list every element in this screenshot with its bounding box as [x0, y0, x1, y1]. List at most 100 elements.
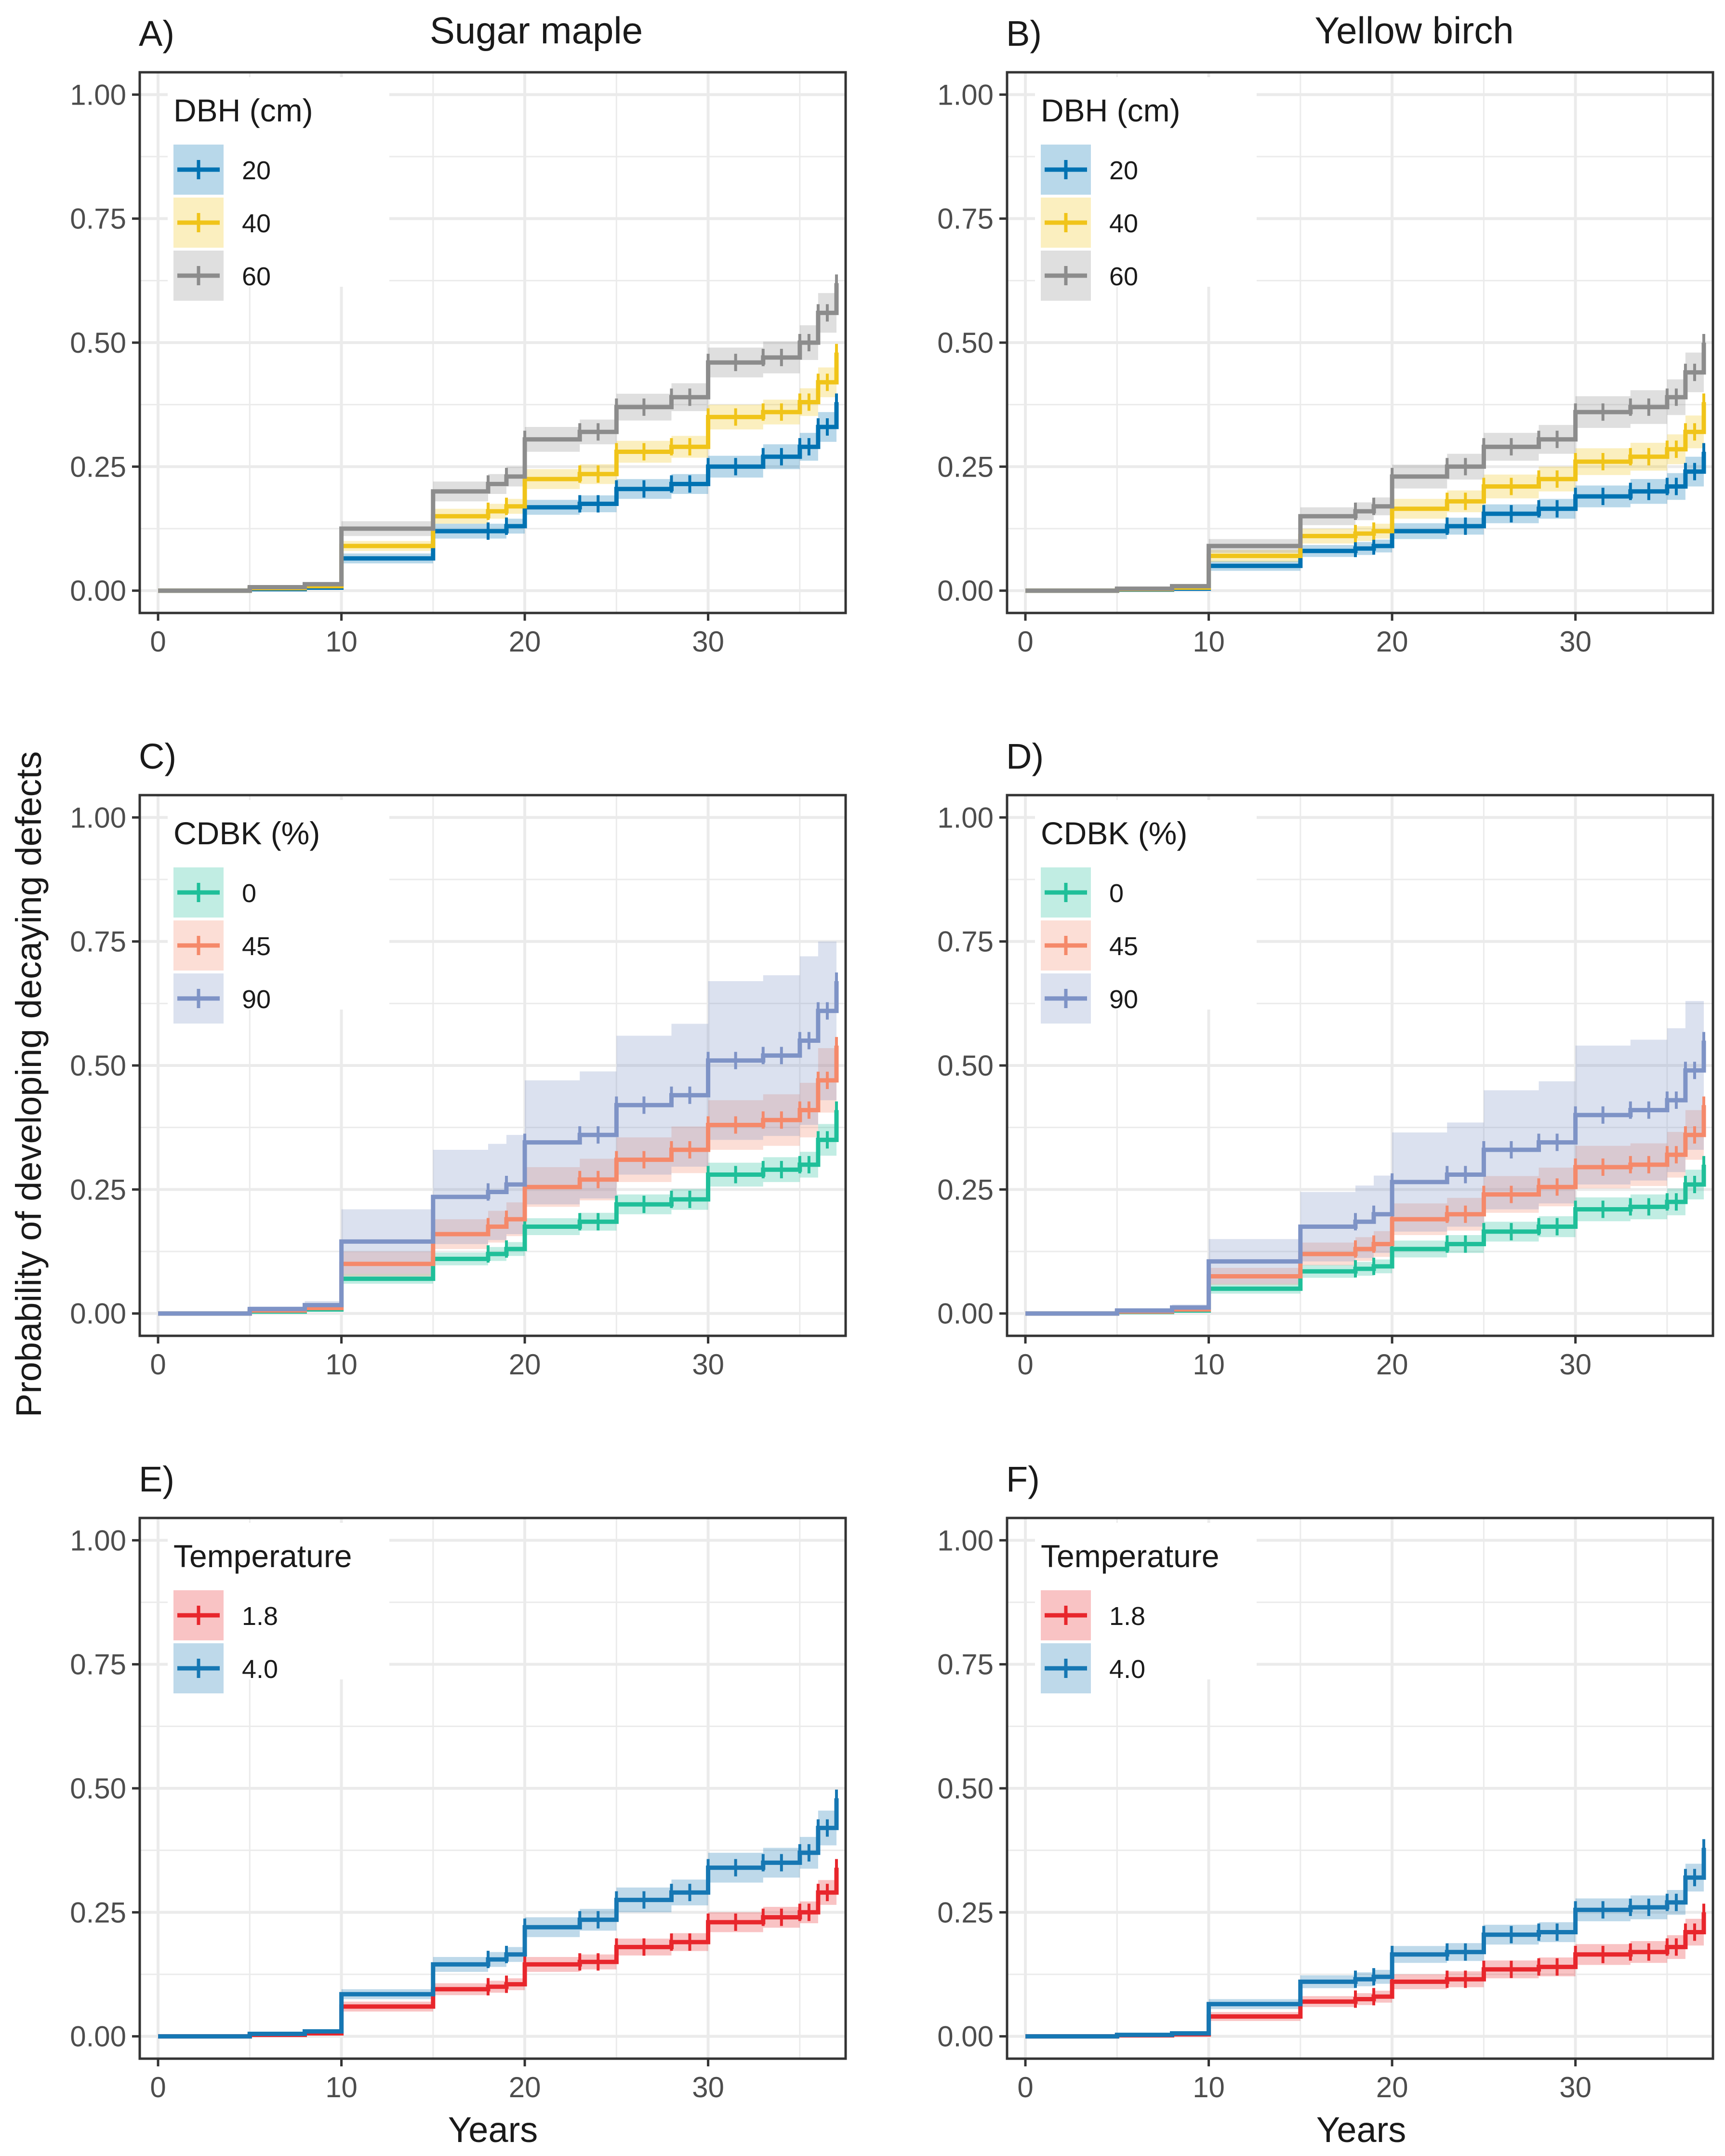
legend-label: 90: [242, 985, 271, 1014]
panel-label: F): [1006, 1459, 1040, 1499]
confidence-band-4-0: [1025, 1833, 1704, 2036]
y-tick-label: 0.25: [70, 1173, 126, 1206]
legend-label: 40: [1109, 209, 1138, 238]
y-tick-label: 0.50: [70, 1050, 126, 1082]
legend-background: [1035, 77, 1257, 287]
y-tick-label: 0.50: [937, 327, 994, 359]
legend-label: 60: [1109, 262, 1138, 291]
confidence-band-45: [158, 1011, 837, 1314]
y-tick-label: 0.25: [937, 451, 994, 483]
y-tick-label: 0.00: [937, 575, 994, 607]
legend-background: [168, 1523, 389, 1679]
series-line-60: [1025, 343, 1706, 593]
x-tick-label: 10: [1193, 1348, 1225, 1381]
y-tick-label: 0.00: [70, 2021, 126, 2053]
y-tick-label: 0.75: [70, 926, 126, 958]
x-tick-label: 20: [509, 2071, 541, 2103]
legend-title: DBH (cm): [173, 93, 313, 128]
x-tick-label: 10: [325, 1348, 358, 1381]
legend-title: CDBK (%): [173, 815, 320, 851]
x-tick-label: 10: [1193, 626, 1225, 658]
legend: DBH (cm) 20 40 60: [168, 77, 389, 301]
legend-background: [1035, 800, 1257, 1010]
legend-label: 20: [1109, 156, 1138, 185]
x-tick-label: 20: [1376, 626, 1408, 658]
x-tick-label: 0: [150, 2071, 166, 2103]
panel-f: F) 0 10 20 30 0.00 0.25 0.50 0.75 1.00 Temperature…: [937, 1459, 1714, 2103]
x-axis-title-right: Years: [1316, 2110, 1407, 2150]
y-tick-label: 1.00: [937, 79, 994, 111]
y-tick-label: 1.00: [70, 801, 126, 834]
x-tick-label: 30: [1559, 2071, 1592, 2103]
legend-label: 0: [242, 879, 256, 908]
x-tick-label: 30: [1559, 1348, 1592, 1381]
x-tick-label: 10: [325, 2071, 358, 2103]
x-tick-label: 30: [1559, 626, 1592, 658]
x-tick-label: 20: [509, 626, 541, 658]
confidence-band-0: [1025, 1147, 1704, 1314]
confidence-band-90: [158, 941, 837, 1314]
legend-label: 4.0: [242, 1655, 278, 1684]
panel-label: A): [139, 13, 174, 53]
x-tick-label: 10: [325, 626, 358, 658]
y-tick-label: 0.75: [937, 203, 994, 235]
x-tick-label: 0: [1017, 2071, 1033, 2103]
x-axis-title-left: Years: [448, 2110, 538, 2150]
legend-label: 60: [242, 262, 271, 291]
y-tick-label: 0.75: [70, 203, 126, 235]
legend-label: 45: [242, 932, 271, 961]
x-tick-label: 0: [150, 626, 166, 658]
y-tick-label: 0.25: [937, 1173, 994, 1206]
panel-c: C) 0 10 20 30 0.00 0.25 0.50 0.75 1.00 CDBK (%) 0 45…: [70, 736, 847, 1381]
confidence-band-45: [1025, 1078, 1704, 1314]
legend-label: 0: [1109, 879, 1124, 908]
legend: CDBK (%) 0 45 90: [1035, 800, 1257, 1024]
y-tick-label: 0.00: [937, 1298, 994, 1330]
x-tick-label: 10: [1193, 2071, 1225, 2103]
confidence-band-1-8: [158, 1852, 837, 2036]
panel-label: C): [139, 736, 176, 776]
confidence-band-0: [158, 1090, 837, 1314]
legend: DBH (cm) 20 40 60: [1035, 77, 1257, 301]
panel-a: A) 0 10 20 30 0.00 0.25 0.50 0.75 1.00 DBH (cm) 20 4…: [70, 13, 847, 658]
y-tick-label: 0.50: [937, 1772, 994, 1805]
legend-label: 20: [242, 156, 271, 185]
legend-title: Temperature: [173, 1538, 352, 1574]
legend-label: 1.8: [242, 1602, 278, 1631]
x-tick-label: 30: [692, 626, 724, 658]
x-tick-label: 0: [1017, 1348, 1033, 1381]
panel-label: B): [1006, 13, 1042, 53]
x-tick-label: 30: [692, 1348, 724, 1381]
y-tick-label: 1.00: [937, 801, 994, 834]
legend-background: [168, 77, 389, 287]
legend-label: 45: [1109, 932, 1138, 961]
panel-e: E) 0 10 20 30 0.00 0.25 0.50 0.75 1.00 Temperature…: [70, 1459, 847, 2103]
x-tick-label: 20: [509, 1348, 541, 1381]
y-tick-label: 0.00: [70, 1298, 126, 1330]
y-tick-label: 0.25: [70, 1896, 126, 1929]
panel-d: D) 0 10 20 30 0.00 0.25 0.50 0.75 1.00 CDBK (%) 0 45…: [937, 736, 1714, 1381]
panel-b: B) 0 10 20 30 0.00 0.25 0.50 0.75 1.00 DBH (cm) 20 4…: [937, 13, 1714, 658]
x-tick-label: 0: [1017, 626, 1033, 658]
legend: Temperature 1.8 4.0: [168, 1523, 389, 1693]
confidence-band-40: [1025, 382, 1704, 591]
y-tick-label: 1.00: [70, 79, 126, 111]
y-tick-label: 1.00: [937, 1524, 994, 1557]
y-tick-label: 0.75: [937, 926, 994, 958]
x-tick-label: 30: [692, 2071, 724, 2103]
confidence-band-20: [1025, 434, 1704, 591]
y-axis-title: Probability of developing decaying defec…: [9, 751, 49, 1417]
y-tick-label: 0.75: [70, 1649, 126, 1681]
column-title-sugar-maple: Sugar maple: [430, 9, 643, 52]
legend-title: Temperature: [1041, 1538, 1220, 1574]
x-tick-label: 20: [1376, 2071, 1408, 2103]
panel-label: E): [139, 1459, 174, 1499]
legend-title: CDBK (%): [1041, 815, 1187, 851]
y-tick-label: 0.00: [70, 575, 126, 607]
y-tick-label: 0.00: [937, 2021, 994, 2053]
legend-background: [1035, 1523, 1257, 1679]
y-tick-label: 0.50: [937, 1050, 994, 1082]
x-tick-label: 0: [150, 1348, 166, 1381]
x-tick-label: 20: [1376, 1348, 1408, 1381]
